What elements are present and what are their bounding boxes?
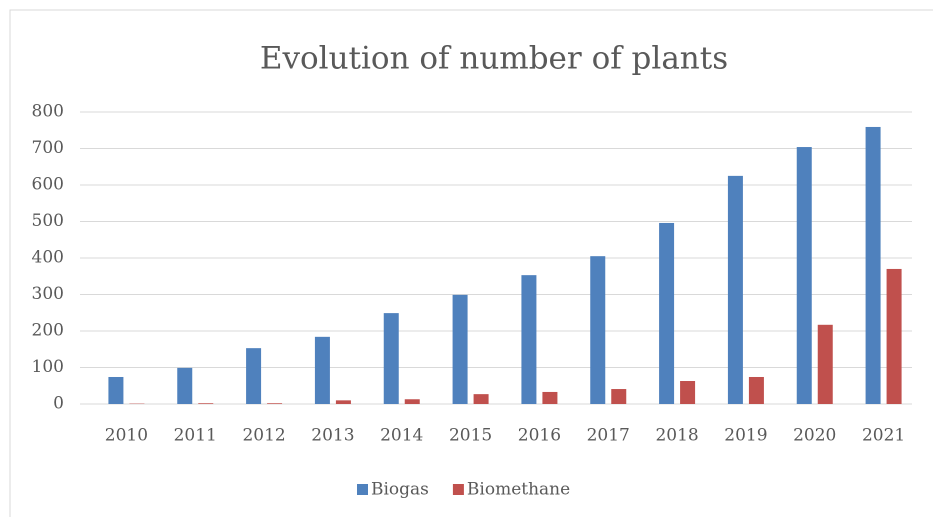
bar — [611, 389, 627, 404]
x-tick-label: 2019 — [724, 426, 767, 446]
bar — [659, 222, 675, 404]
bar — [727, 175, 743, 404]
bar — [865, 126, 881, 404]
chart-title: Evolution of number of plants — [260, 41, 728, 77]
y-tick-label: 400 — [32, 248, 64, 268]
x-tick-label: 2014 — [380, 426, 423, 446]
bar — [796, 147, 812, 405]
x-tick-label: 2020 — [793, 426, 836, 446]
legend-label: Biogas — [371, 480, 429, 500]
x-tick-label: 2018 — [655, 426, 698, 446]
x-tick-label: 2021 — [862, 426, 905, 446]
y-tick-label: 600 — [32, 175, 64, 195]
bar — [177, 367, 193, 404]
bar — [246, 348, 262, 404]
chart-frame — [9, 9, 933, 517]
bar — [473, 394, 489, 404]
y-tick-label: 500 — [32, 211, 64, 231]
y-tick-label: 0 — [53, 394, 64, 414]
x-tick-label: 2015 — [449, 426, 492, 446]
y-tick-label: 800 — [32, 102, 64, 122]
legend-label: Biomethane — [467, 480, 570, 500]
bar — [383, 313, 399, 404]
bar — [198, 403, 214, 404]
bar — [452, 294, 468, 404]
bar — [335, 400, 351, 404]
bar — [817, 324, 833, 404]
y-tick-label: 100 — [32, 357, 64, 377]
bar — [542, 391, 558, 404]
bar — [590, 256, 606, 404]
y-tick-label: 300 — [32, 284, 64, 304]
x-tick-label: 2017 — [587, 426, 630, 446]
legend-swatch — [452, 484, 464, 495]
x-tick-label: 2016 — [518, 426, 561, 446]
bar — [886, 268, 902, 404]
x-tick-label: 2013 — [311, 426, 354, 446]
y-tick-label: 700 — [32, 138, 64, 158]
bar — [680, 381, 696, 404]
legend-swatch — [357, 484, 368, 495]
bar — [267, 403, 283, 404]
bar — [404, 399, 420, 404]
x-tick-label: 2011 — [174, 426, 217, 446]
bar — [314, 336, 330, 404]
y-tick-label: 200 — [32, 321, 64, 341]
x-tick-label: 2010 — [105, 426, 148, 446]
bar — [521, 275, 537, 404]
bar — [748, 376, 764, 404]
x-tick-label: 2012 — [242, 426, 285, 446]
bar — [108, 376, 124, 404]
